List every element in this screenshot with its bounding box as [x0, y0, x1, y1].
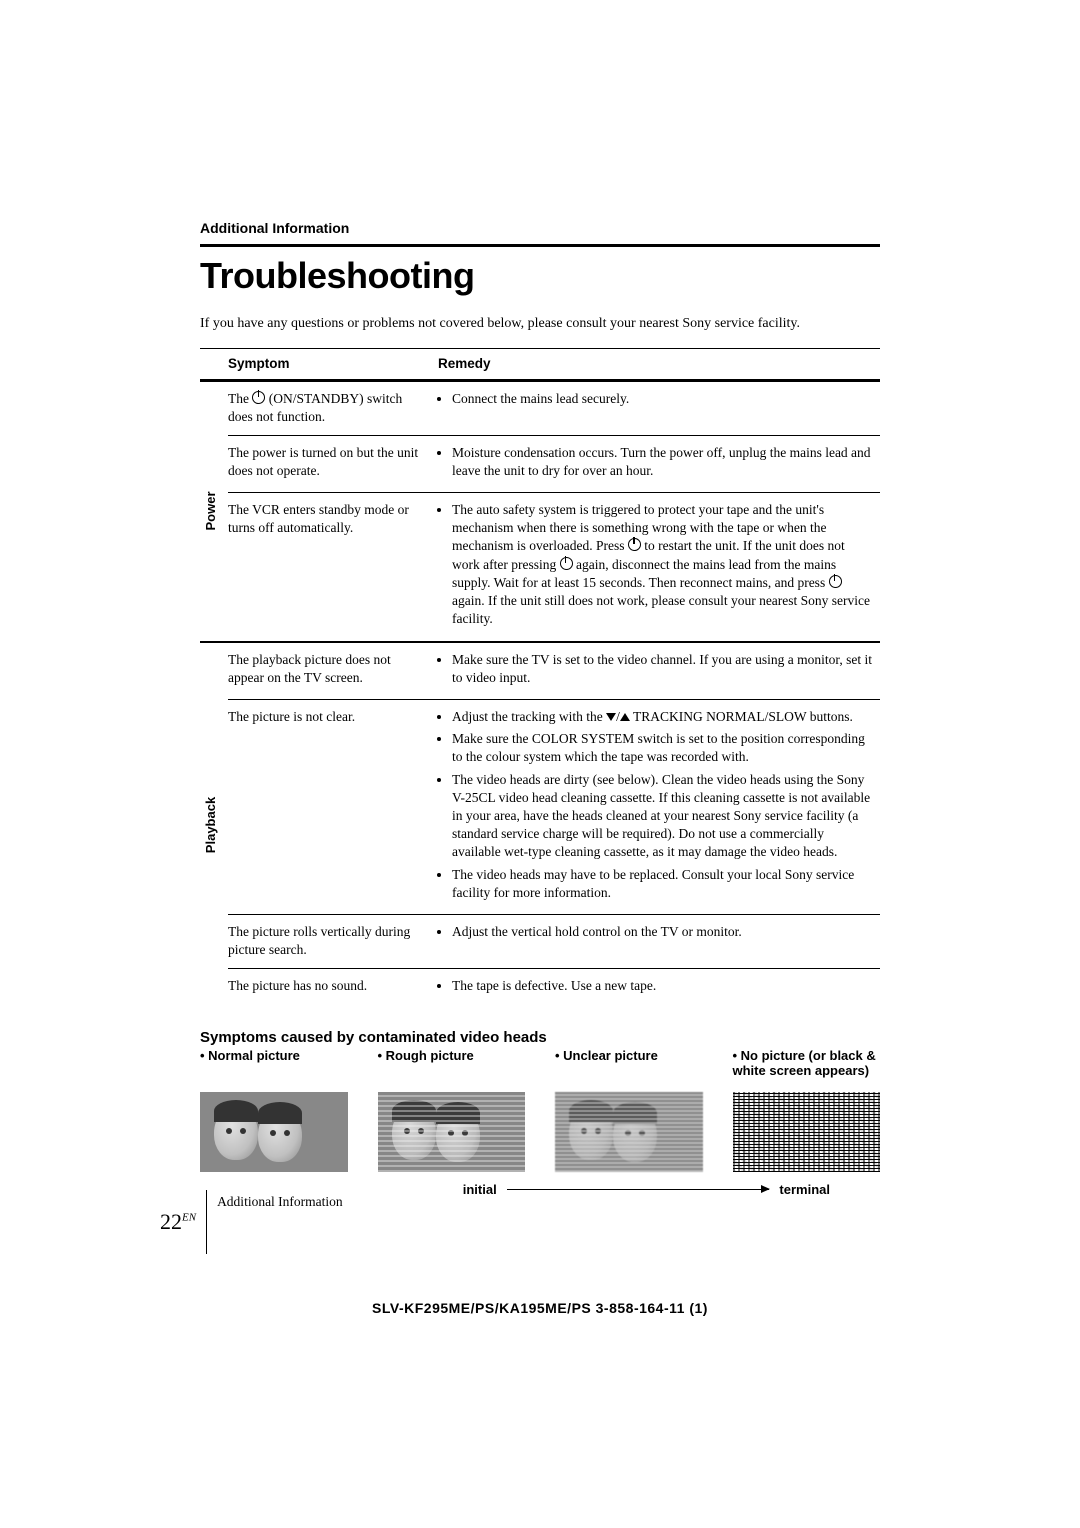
symptom-cell: The playback picture does not appear on … [228, 641, 438, 699]
image-unclear [555, 1092, 703, 1172]
power-icon [560, 557, 573, 570]
symptom-cell: The power is turned on but the unit does… [228, 435, 438, 492]
remedy-item: The tape is defective. Use a new tape. [452, 977, 872, 995]
heads-col-rough: • Rough picture [378, 1048, 526, 1078]
remedy-cell: Make sure the TV is set to the video cha… [438, 641, 880, 699]
image-normal [200, 1092, 348, 1172]
category-cell: Playback [200, 641, 228, 1007]
heads-col-normal: • Normal picture [200, 1048, 348, 1078]
page-number-value: 22 [160, 1209, 182, 1234]
arrow-initial-label: initial [463, 1182, 497, 1197]
remedy-item: Make sure the TV is set to the video cha… [452, 651, 872, 687]
remedy-cell: Connect the mains lead securely. [438, 380, 880, 434]
remedy-cell: The auto safety system is triggered to p… [438, 492, 880, 641]
troubleshooting-table: Symptom Remedy Power The (ON/STANDBY) swi… [200, 348, 880, 1007]
heads-subheading: Symptoms caused by contaminated video he… [200, 1029, 880, 1046]
symptom-cell: The VCR enters standby mode or turns off… [228, 492, 438, 641]
remedy-item: Adjust the tracking with the / TRACKING … [452, 708, 872, 726]
heads-col-nopic: • No picture (or black & white screen ap… [733, 1048, 881, 1078]
remedy-item: The video heads may have to be replaced.… [452, 866, 872, 902]
triangle-down-icon [606, 713, 616, 721]
page: Additional Information Troubleshooting I… [0, 0, 1080, 1197]
remedy-cell: The tape is defective. Use a new tape. [438, 968, 880, 1007]
power-icon [829, 575, 842, 588]
header-remedy: Remedy [438, 348, 880, 380]
remedy-item: The auto safety system is triggered to p… [452, 501, 872, 629]
symptom-cell: The picture is not clear. [228, 699, 438, 914]
document-id: SLV-KF295ME/PS/KA195ME/PS 3-858-164-11 (… [0, 1300, 1080, 1316]
header-symptom: Symptom [228, 348, 438, 380]
heads-col-unclear: • Unclear picture [555, 1048, 703, 1078]
power-icon [628, 538, 641, 551]
heads-labels-row: • Normal picture • Rough picture • Uncle… [200, 1048, 880, 1078]
heads-images-row [200, 1092, 880, 1172]
category-label: Playback [202, 796, 220, 852]
arrow-line-icon [507, 1189, 770, 1190]
category-cell: Power [200, 380, 228, 640]
triangle-up-icon [620, 713, 630, 721]
image-nopicture [733, 1092, 881, 1172]
page-number-lang: EN [182, 1212, 196, 1224]
rule-thick [200, 244, 880, 247]
symptom-cell: The (ON/STANDBY) switch does not functio… [228, 380, 438, 434]
category-label: Power [202, 492, 220, 531]
remedy-item: Make sure the COLOR SYSTEM switch is set… [452, 730, 872, 766]
remedy-item: Moisture condensation occurs. Turn the p… [452, 444, 872, 480]
remedy-item: Adjust the vertical hold control on the … [452, 923, 872, 941]
power-icon [252, 391, 265, 404]
remedy-item: Connect the mains lead securely. [452, 390, 872, 408]
remedy-cell: Adjust the tracking with the / TRACKING … [438, 699, 880, 914]
footer-left: 22EN Additional Information [160, 1190, 343, 1254]
remedy-cell: Adjust the vertical hold control on the … [438, 914, 880, 967]
remedy-item: The video heads are dirty (see below). C… [452, 771, 872, 862]
page-title: Troubleshooting [200, 255, 880, 297]
symptom-cell: The picture has no sound. [228, 968, 438, 1007]
footer-section-label: Additional Information [206, 1190, 343, 1254]
remedy-cell: Moisture condensation occurs. Turn the p… [438, 435, 880, 492]
image-rough [378, 1092, 526, 1172]
section-label: Additional Information [200, 220, 880, 236]
header-spacer [200, 348, 228, 380]
page-number: 22EN [160, 1209, 196, 1235]
intro-text: If you have any questions or problems no… [200, 315, 880, 334]
arrow-terminal-label: terminal [779, 1182, 830, 1197]
symptom-cell: The picture rolls vertically during pict… [228, 914, 438, 967]
